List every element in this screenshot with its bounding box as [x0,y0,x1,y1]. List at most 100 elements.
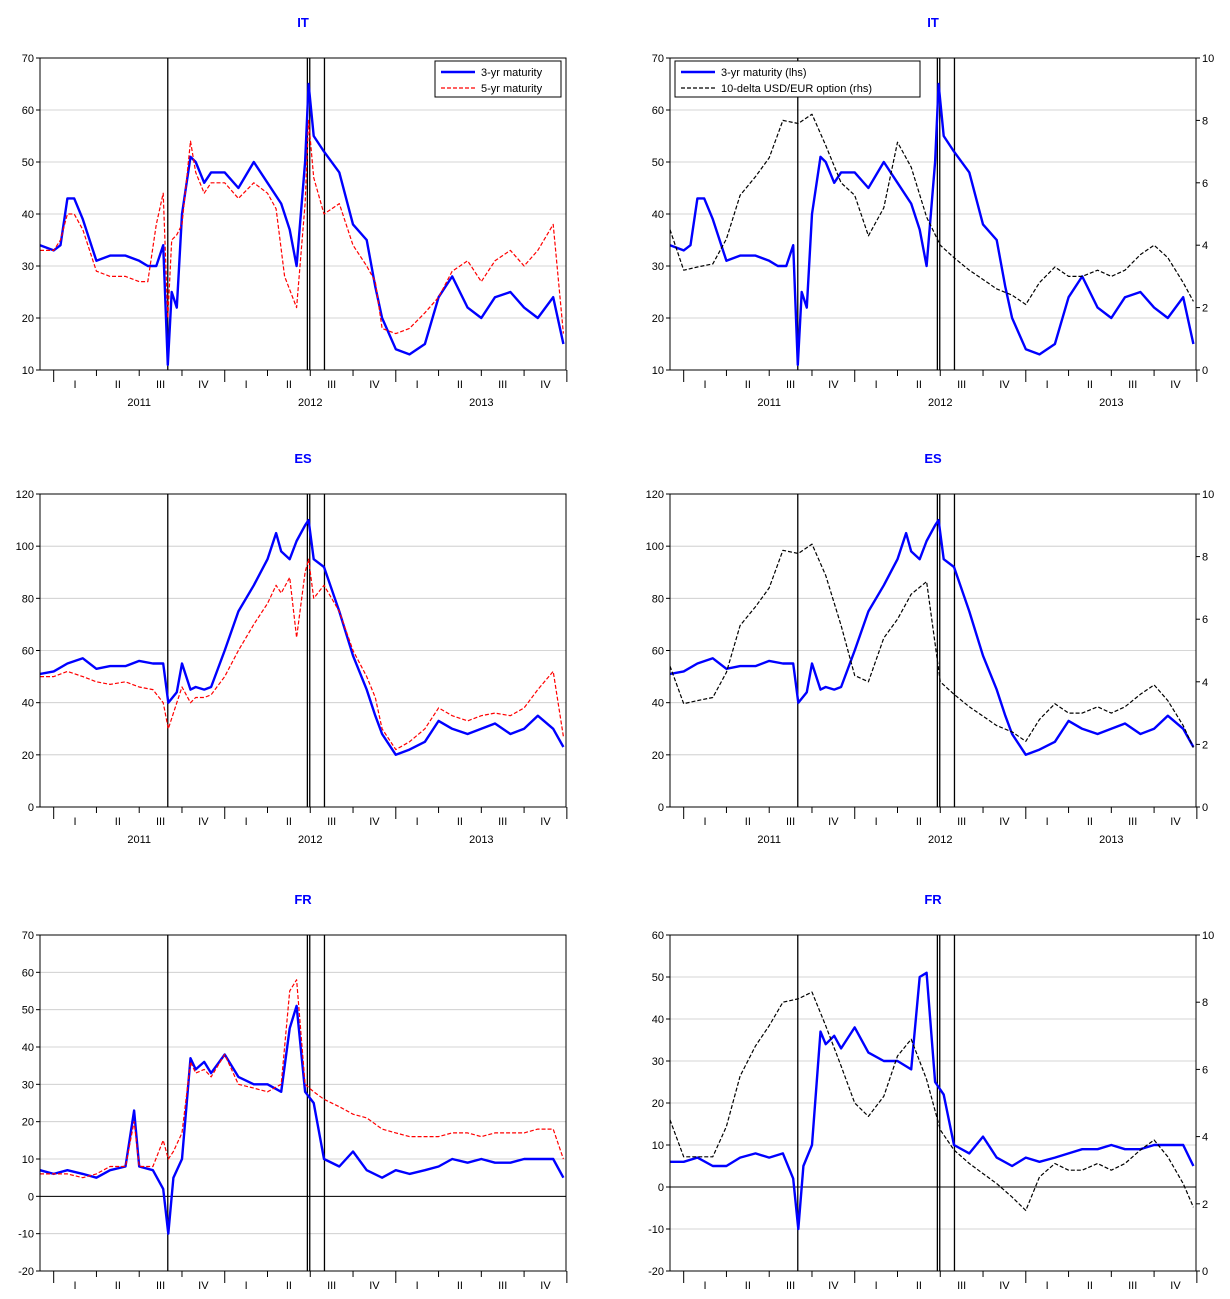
chart-title: IT [927,15,939,30]
y-tick-label: 20 [22,1117,34,1129]
x-quarter-label: II [457,379,463,391]
y2-tick-label: 2 [1202,1199,1208,1211]
y-tick-label: 120 [646,489,664,501]
y-tick-label: 0 [658,802,664,814]
x-quarter-label: IV [369,379,380,391]
x-quarter-label: II [115,379,121,391]
x-quarter-label: IV [198,379,209,391]
x-year-label: 2013 [1099,834,1123,846]
x-quarter-label: II [457,816,463,828]
x-quarter-label: II [115,816,121,828]
series-line-2 [40,979,564,1179]
y2-tick-label: 8 [1202,997,1208,1009]
y-tick-label: 120 [16,489,34,501]
y-tick-label: 60 [22,646,34,658]
y-tick-label: 70 [652,53,664,65]
x-quarter-label: I [74,816,77,828]
x-quarter-label: IV [369,1280,380,1292]
x-quarter-label: III [1128,1280,1137,1292]
y-tick-label: -20 [648,1266,664,1278]
x-quarter-label: I [1046,1280,1049,1292]
series-group [40,979,565,1235]
y-tick-label: 0 [28,802,34,814]
series-line-2 [670,113,1194,306]
y-tick-label: 100 [16,541,34,553]
x-quarter-label: II [1087,816,1093,828]
y-tick-label: 80 [22,593,34,605]
series-group [40,82,565,366]
legend: 3-yr maturity 5-yr maturity [434,60,562,98]
plot-frame [39,934,567,1272]
x-quarter-label: II [115,1280,121,1292]
x-year-label: 2013 [469,397,493,409]
series-line-1 [40,518,565,756]
y-tick-label: 10 [652,365,664,377]
x-quarter-label: III [156,816,165,828]
x-quarter-label: III [498,1280,507,1292]
x-quarter-label: IV [999,816,1010,828]
series-line-2 [40,558,564,751]
x-year-label: 2013 [469,834,493,846]
x-quarter-label: I [875,816,878,828]
series-group [40,518,565,756]
x-quarter-label: II [745,379,751,391]
plot-frame [669,493,1197,808]
x-quarter-label: II [916,816,922,828]
x-quarter-label: III [156,379,165,391]
x-quarter-label: II [286,1280,292,1292]
x-quarter-label: III [957,1280,966,1292]
x-quarter-label: II [457,1280,463,1292]
x-quarter-label: III [327,816,336,828]
series-group [670,518,1195,756]
x-quarter-label: IV [1170,379,1181,391]
x-year-label: 2012 [928,834,952,846]
x-year-label: 2012 [298,834,322,846]
x-quarter-label: IV [198,1280,209,1292]
x-quarter-label: IV [1170,1280,1181,1292]
y-tick-label: 60 [652,646,664,658]
y-tick-label: 20 [652,750,664,762]
y2-tick-label: 6 [1202,614,1208,626]
y2-tick-label: 6 [1202,1064,1208,1076]
x-quarter-label: I [704,379,707,391]
x-quarter-label: III [327,379,336,391]
series-line-2 [670,991,1194,1212]
legend-label: 10-delta USD/EUR option (rhs) [721,83,872,95]
series-group [670,82,1195,366]
x-quarter-label: I [245,379,248,391]
legend-box [434,60,562,98]
plot-frame [39,57,567,371]
chart-title: IT [297,15,309,30]
x-quarter-label: I [74,379,77,391]
x-quarter-label: II [286,379,292,391]
x-year-label: 2012 [928,397,952,409]
x-quarter-label: II [916,1280,922,1292]
y2-tick-label: 4 [1202,1132,1208,1144]
y-tick-label: 40 [22,698,34,710]
legend: 3-yr maturity (lhs) 10-delta USD/EUR opti… [674,60,921,98]
x-quarter-label: I [875,1280,878,1292]
x-year-label: 2013 [1099,397,1123,409]
x-quarter-label: III [1128,379,1137,391]
x-quarter-label: III [786,379,795,391]
y-tick-label: 40 [652,698,664,710]
y-tick-label: 40 [652,1014,664,1026]
series-line-2 [670,543,1194,748]
x-quarter-label: II [286,816,292,828]
y2-tick-label: 6 [1202,178,1208,190]
x-quarter-label: I [245,816,248,828]
y2-tick-label: 8 [1202,552,1208,564]
y2-tick-label: 0 [1202,802,1208,814]
x-year-label: 2011 [127,834,151,846]
plot-frame [669,934,1197,1272]
x-quarter-label: I [704,816,707,828]
series-line-1 [40,82,565,366]
x-quarter-label: III [957,816,966,828]
